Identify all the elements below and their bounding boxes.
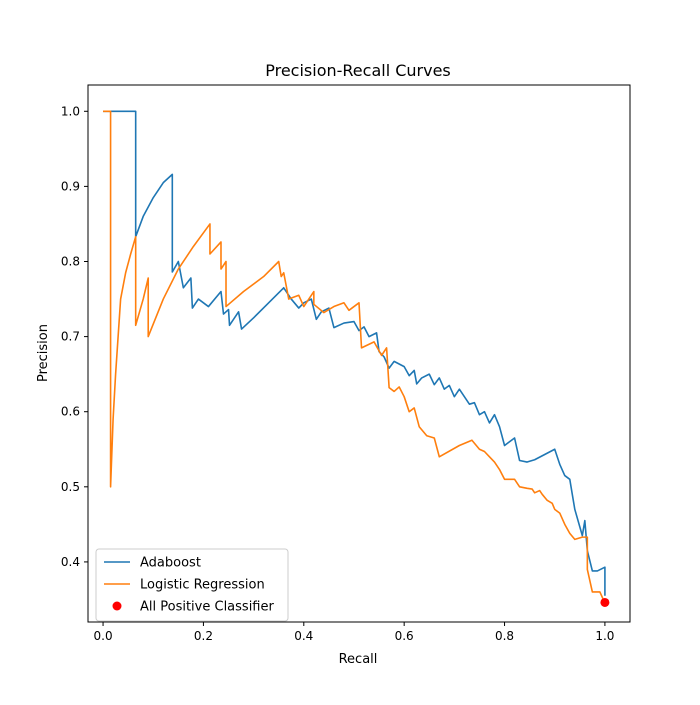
series-line-adaboost [103, 110, 606, 596]
plot-area-frame [87, 84, 631, 623]
chart-title: Precision-Recall Curves [265, 61, 451, 80]
series-line-logistic-regression [103, 110, 606, 604]
legend-label-logistic-regression: Logistic Regression [140, 578, 265, 593]
y-tick-label: 0.5 [61, 480, 80, 494]
x-axis-label: Recall [339, 652, 378, 667]
series-layer [103, 110, 610, 607]
y-axis: 0.4 0.5 0.6 0.7 0.8 0.9 1.0 [61, 104, 88, 569]
legend: Adaboost Logistic Regression All Positive … [95, 548, 289, 622]
x-tick-label: 1.0 [595, 629, 614, 643]
x-tick-label: 0.2 [194, 629, 213, 643]
x-tick-label: 0.4 [294, 629, 313, 643]
y-tick-label: 0.8 [61, 254, 80, 268]
y-tick-label: 0.4 [61, 555, 80, 569]
x-tick-label: 0.8 [495, 629, 514, 643]
legend-label-adaboost: Adaboost [140, 556, 201, 571]
x-tick-label: 0.0 [94, 629, 113, 643]
x-tick-label: 0.6 [395, 629, 414, 643]
y-tick-label: 0.7 [61, 330, 80, 344]
y-tick-label: 0.6 [61, 405, 80, 419]
legend-swatch-all-positive-classifier [112, 601, 122, 611]
x-axis: 0.0 0.2 0.4 0.6 0.8 1.0 [94, 622, 614, 643]
legend-box [95, 548, 289, 622]
y-tick-label: 0.9 [61, 179, 80, 193]
y-tick-label: 1.0 [61, 104, 80, 118]
legend-label-all-positive-classifier: All Positive Classifier [140, 600, 274, 615]
scatter-point-all-positive-classifier [600, 597, 610, 607]
y-axis-label: Precision [36, 324, 51, 382]
